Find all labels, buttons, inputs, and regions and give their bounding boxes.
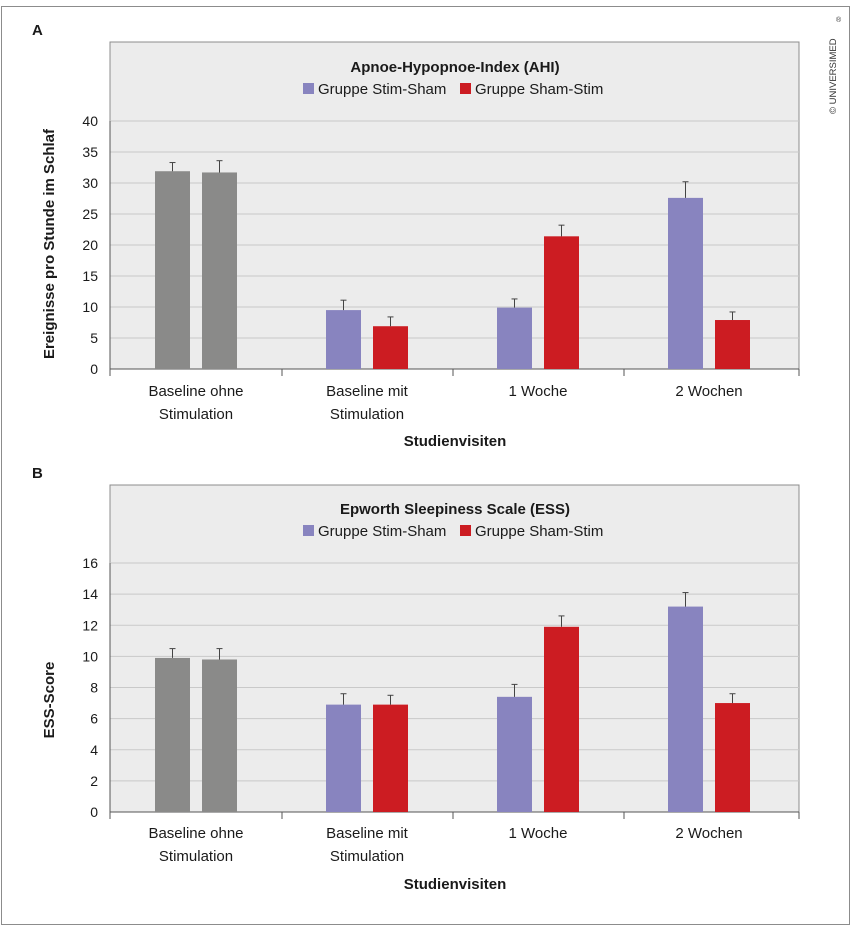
registered-mark: ® (836, 16, 842, 24)
bar-stim-sham (326, 704, 361, 812)
y-tick-label: 6 (90, 711, 98, 727)
bar-stim-sham (497, 307, 532, 369)
y-axis-label: Ereignisse pro Stunde im Schlaf (41, 128, 58, 359)
bar-stim-sham (668, 606, 703, 812)
y-tick-label: 40 (82, 113, 98, 129)
y-tick-label: 14 (82, 586, 98, 602)
chart-title: Epworth Sleepiness Scale (ESS) (340, 501, 570, 518)
x-category-label-line: Stimulation (159, 848, 233, 865)
y-tick-label: 10 (82, 648, 98, 664)
panel-label-a: A (32, 22, 43, 39)
y-axis-label: ESS-Score (41, 662, 58, 739)
bar-stim-sham (326, 310, 361, 369)
x-category-label: 1 Woche (509, 825, 568, 842)
legend-label: Gruppe Sham-Stim (475, 81, 603, 98)
x-category-label-line: Stimulation (330, 406, 404, 423)
bar-stim-sham (155, 657, 190, 812)
y-tick-label: 4 (90, 742, 98, 758)
bar-sham-stim (544, 626, 579, 812)
bar-stim-sham (497, 696, 532, 812)
x-category-label-line: Stimulation (159, 406, 233, 423)
x-category-label-line: Stimulation (330, 848, 404, 865)
bar-sham-stim (715, 320, 750, 369)
y-tick-label: 20 (82, 237, 98, 253)
x-category-label-line: 2 Wochen (675, 383, 742, 400)
bar-sham-stim (715, 703, 750, 812)
x-category-label: 2 Wochen (675, 383, 742, 400)
x-category-label: Baseline ohne Stimulation (148, 383, 243, 423)
x-category-label: Baseline mit Stimulation (326, 383, 409, 423)
bar-stim-sham (155, 171, 190, 369)
x-axis-label: Studienvisiten (404, 876, 507, 893)
chart-panel-b: 0 2 4 6 8 10 12 14 16 Epworth Sleepiness Scale (E… (41, 484, 800, 893)
x-category-label-line: Baseline ohne (148, 383, 243, 400)
x-category-label: Baseline mit Stimulation (326, 825, 409, 865)
bar-stim-sham (668, 197, 703, 369)
y-tick-label: 2 (90, 773, 98, 789)
y-tick-label: 0 (90, 804, 98, 820)
legend-label: Gruppe Stim-Sham (318, 523, 446, 540)
x-category-label-line: Baseline mit (326, 825, 409, 842)
y-tick-label: 35 (82, 144, 98, 160)
bar-sham-stim (373, 704, 408, 812)
bar-sham-stim (373, 326, 408, 369)
x-axis-label: Studienvisiten (404, 433, 507, 450)
chart-title: Apnoe-Hypopnoe-Index (AHI) (350, 59, 559, 76)
x-category-label-line: 1 Woche (509, 383, 568, 400)
legend-label: Gruppe Sham-Stim (475, 523, 603, 540)
figure-frame (1, 6, 850, 925)
y-tick-label: 30 (82, 175, 98, 191)
panel-label-b: B (32, 465, 43, 482)
legend-swatch-sham-stim (460, 83, 471, 94)
x-category-label-line: Baseline ohne (148, 825, 243, 842)
y-tick-label: 8 (90, 680, 98, 696)
y-tick-label: 16 (82, 555, 98, 571)
y-tick-label: 10 (82, 299, 98, 315)
copyright-text: © UNIVERSIMED (828, 38, 839, 114)
chart-panel-a: 0 5 10 15 20 25 30 35 40 Apnoe-Hypopnoe-Index (AH… (41, 41, 800, 450)
bar-sham-stim (202, 172, 237, 369)
legend-swatch-stim-sham (303, 525, 314, 536)
bar-sham-stim (544, 236, 579, 369)
y-tick-label: 12 (82, 617, 98, 633)
x-category-label: 2 Wochen (675, 825, 742, 842)
y-tick-label: 5 (90, 330, 98, 346)
bar-sham-stim (202, 659, 237, 812)
x-category-label-line: 2 Wochen (675, 825, 742, 842)
x-category-label-line: Baseline mit (326, 383, 409, 400)
x-category-label: 1 Woche (509, 383, 568, 400)
y-tick-label: 0 (90, 361, 98, 377)
y-tick-label: 15 (82, 268, 98, 284)
legend-swatch-stim-sham (303, 83, 314, 94)
x-category-label: Baseline ohne Stimulation (148, 825, 243, 865)
legend-label: Gruppe Stim-Sham (318, 81, 446, 98)
copyright-notice: © UNIVERSIMED (828, 38, 839, 114)
y-tick-label: 25 (82, 206, 98, 222)
legend-swatch-sham-stim (460, 525, 471, 536)
x-category-label-line: 1 Woche (509, 825, 568, 842)
